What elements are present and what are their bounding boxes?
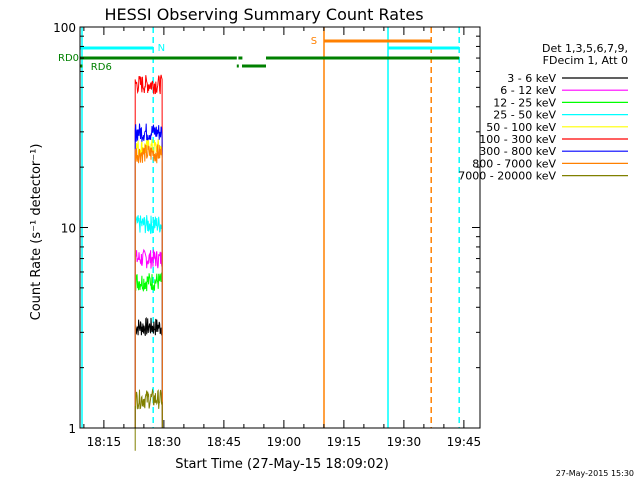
RD0-label: RD0 xyxy=(58,53,79,64)
x-tick-label: 18:30 xyxy=(147,435,182,449)
legend-label-1: 6 - 12 keV xyxy=(500,84,556,97)
x-axis-label: Start Time (27-May-15 18:09:02) xyxy=(175,457,389,472)
legend-label-7: 800 - 7000 keV xyxy=(472,157,556,170)
x-tick-label: 19:30 xyxy=(387,435,422,449)
x-tick-label: 18:15 xyxy=(87,435,122,449)
N-label: N xyxy=(158,43,165,54)
axes-layer: 1 10 100 18:15 18:30 18:45 19:00 19:15 19:30 19:4… xyxy=(53,21,481,449)
y-tick-label: 10 xyxy=(61,222,76,236)
legend-header-2: FDecim 1, Att 0 xyxy=(543,54,628,67)
series-line-3 xyxy=(134,215,163,429)
x-tick-label: 19:45 xyxy=(447,435,482,449)
RD6-label: RD6 xyxy=(91,62,112,73)
series-layer xyxy=(134,74,163,451)
series-line-1 xyxy=(134,248,163,429)
y-tick-label: 1 xyxy=(68,422,76,436)
plot-timestamp: 27-May-2015 15:30 xyxy=(556,469,634,478)
series-line-6 xyxy=(134,123,163,429)
series-line-2 xyxy=(134,272,163,429)
x-tick-label: 18:45 xyxy=(207,435,242,449)
S-label: S xyxy=(311,36,317,47)
legend-label-2: 12 - 25 keV xyxy=(493,96,556,109)
overlay-layer: N S RD0 RD6 xyxy=(58,27,460,428)
x-tick-label: 19:15 xyxy=(327,435,362,449)
legend-label-3: 25 - 50 keV xyxy=(493,109,556,122)
series-line-0 xyxy=(134,316,163,429)
series-line-7 xyxy=(134,144,163,429)
legend-header-1: Det 1,3,5,6,7,9, xyxy=(542,42,628,55)
x-tick-label: 19:00 xyxy=(267,435,302,449)
legend-label-4: 50 - 100 keV xyxy=(486,121,556,134)
y-axis-label: Count Rate (s⁻¹ detector⁻¹) xyxy=(29,144,44,321)
legend-label-6: 300 - 800 keV xyxy=(479,145,556,158)
legend-label-8: 7000 - 20000 keV xyxy=(458,170,556,183)
series-line-5 xyxy=(134,74,163,429)
legend-label-0: 3 - 6 keV xyxy=(507,72,556,85)
chart-title: HESSI Observing Summary Count Rates xyxy=(104,5,423,24)
legend-label-5: 100 - 300 keV xyxy=(479,133,556,146)
series-line-8 xyxy=(134,388,163,451)
y-tick-label: 100 xyxy=(53,21,76,35)
